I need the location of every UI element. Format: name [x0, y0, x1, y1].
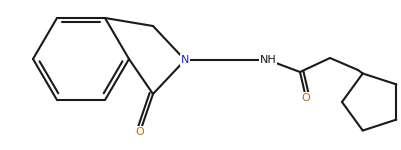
Text: N: N	[181, 55, 189, 65]
Text: NH: NH	[259, 55, 276, 65]
Text: O: O	[302, 93, 310, 103]
Text: O: O	[136, 127, 144, 137]
